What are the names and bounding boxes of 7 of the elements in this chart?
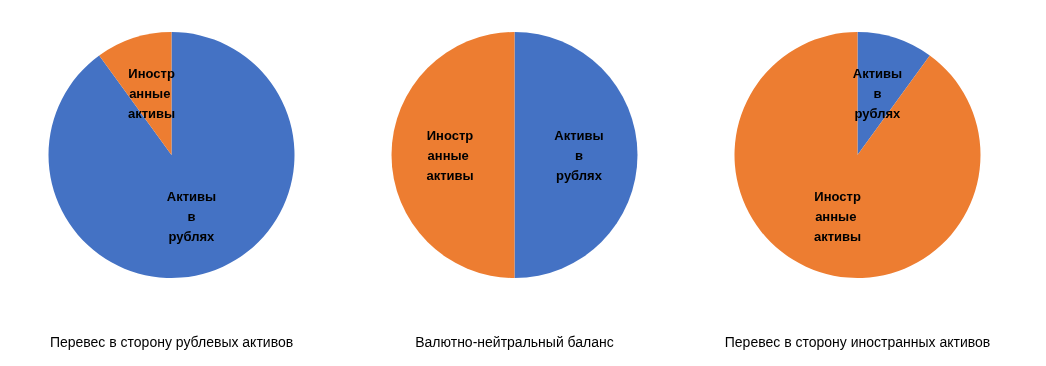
slice-label: Активы в рублях	[166, 188, 217, 244]
text: Валютно-нейтральный баланс	[415, 334, 614, 350]
slice-label: Активы в рублях	[554, 127, 604, 183]
text: Перевес в сторону рублевых активов	[49, 334, 294, 350]
slice-label: Иностранные активы	[426, 127, 474, 183]
slice-label: Иностранные активы	[813, 188, 862, 244]
text: Перевес в сторону иностранных активов	[724, 334, 991, 350]
